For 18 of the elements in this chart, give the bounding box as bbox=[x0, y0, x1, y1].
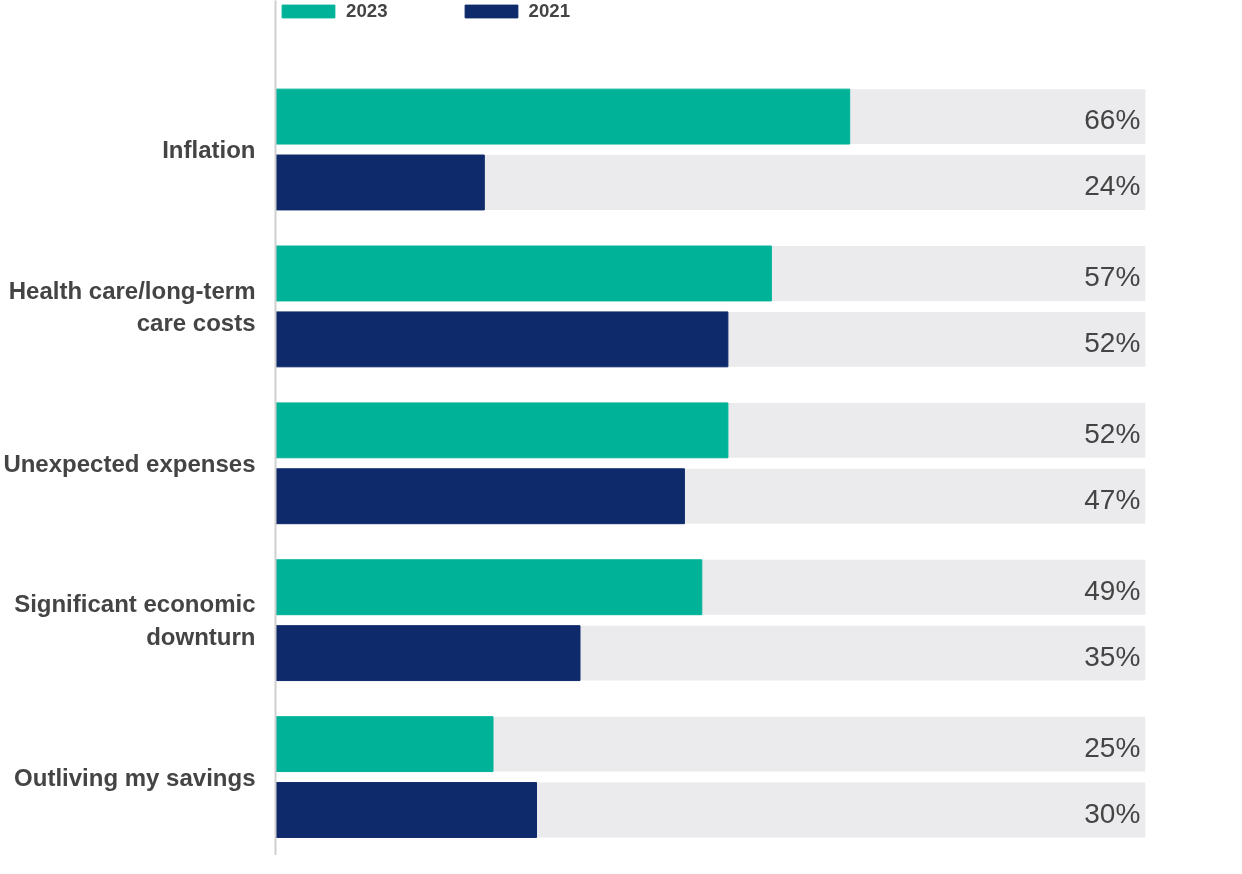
data-label: 47% bbox=[1084, 483, 1141, 515]
data-label: 35% bbox=[1084, 640, 1141, 672]
y-tick-label: Inflation bbox=[162, 136, 256, 164]
legend-label: 2021 bbox=[528, 0, 571, 22]
data-label: 24% bbox=[1084, 169, 1141, 201]
data-label: 30% bbox=[1084, 797, 1141, 829]
legend-label: 2023 bbox=[346, 0, 388, 22]
data-label: 52% bbox=[1084, 417, 1141, 449]
bar bbox=[275, 154, 485, 211]
y-tick-label: Unexpected expenses bbox=[3, 449, 256, 477]
data-label: 52% bbox=[1084, 326, 1141, 358]
data-label: 49% bbox=[1084, 574, 1141, 606]
y-tick-label: Health care/long-term care costs bbox=[8, 276, 256, 337]
data-label: 66% bbox=[1084, 104, 1141, 136]
y-tick-label: Significant economic downturn bbox=[14, 590, 256, 650]
y-tick-label: Outliving my savings bbox=[14, 763, 256, 791]
data-label: 57% bbox=[1084, 260, 1141, 292]
data-label: 25% bbox=[1084, 731, 1141, 763]
